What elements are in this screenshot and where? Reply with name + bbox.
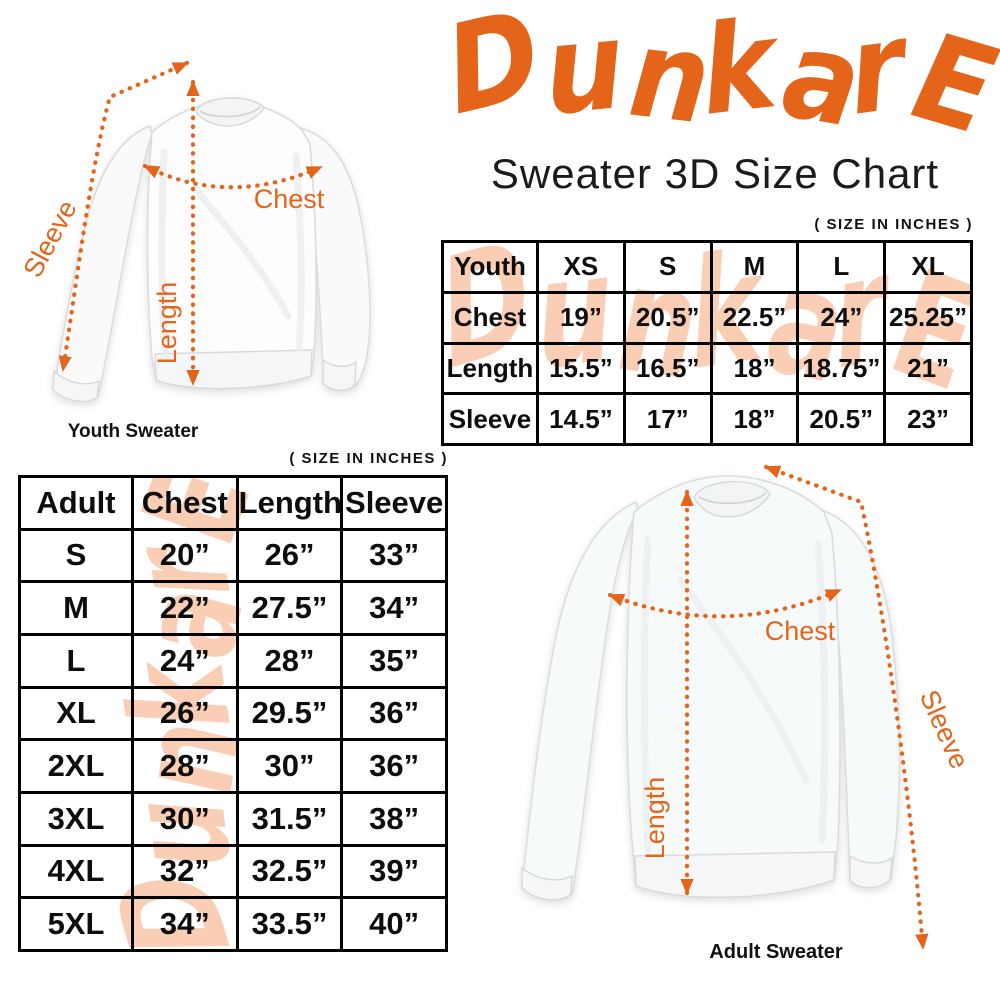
value-cell: 33.5” bbox=[235, 896, 344, 952]
row-label-cell: 4XL bbox=[18, 843, 134, 900]
value-cell: 22” bbox=[131, 580, 239, 636]
adult-size-table-container: DunkarE Adult Chest Length Sleeve S 20” 26” 33”… bbox=[18, 475, 448, 952]
value-cell: 16.5” bbox=[622, 341, 713, 396]
value-cell: 30” bbox=[235, 738, 344, 794]
value-cell: 26” bbox=[131, 685, 239, 742]
value-cell: 20” bbox=[131, 527, 239, 584]
value-cell: 14.5” bbox=[536, 392, 626, 446]
adult-sleeve-arrow bbox=[763, 464, 929, 951]
youth-length-label: Length bbox=[152, 282, 182, 365]
value-cell: 19” bbox=[536, 290, 626, 345]
value-cell: 39” bbox=[340, 843, 448, 900]
table-row: 4XL 32” 32.5” 39” bbox=[18, 843, 448, 900]
header-cell: Youth bbox=[441, 240, 539, 294]
header-cell: Length bbox=[235, 475, 344, 531]
value-cell: 18” bbox=[709, 341, 800, 396]
table-row: XL 26” 29.5” 36” bbox=[18, 685, 448, 742]
dunkare-logo-text: DunkarE bbox=[440, 2, 1000, 152]
table-header-row: Adult Chest Length Sleeve bbox=[18, 475, 448, 531]
value-cell: 24” bbox=[796, 290, 887, 345]
youth-sleeve-arrow bbox=[58, 60, 190, 373]
row-label-cell: XL bbox=[18, 685, 134, 742]
value-cell: 40” bbox=[340, 896, 448, 952]
value-cell: 15.5” bbox=[536, 341, 626, 396]
table-row: Sleeve 14.5” 17” 18” 20.5” 23” bbox=[441, 392, 973, 446]
value-cell: 36” bbox=[340, 738, 448, 794]
row-label-cell: S bbox=[18, 527, 134, 584]
table-row: Chest 19” 20.5” 22.5” 24” 25.25” bbox=[441, 290, 973, 345]
adult-chest-label: Chest bbox=[765, 616, 836, 646]
table-row: 5XL 34” 33.5” 40” bbox=[18, 896, 448, 952]
value-cell: 20.5” bbox=[796, 392, 887, 446]
value-cell: 38” bbox=[340, 790, 448, 847]
table-row: M 22” 27.5” 34” bbox=[18, 580, 448, 636]
value-cell: 28” bbox=[235, 632, 344, 689]
value-cell: 24” bbox=[131, 632, 239, 689]
value-cell: 25.25” bbox=[883, 290, 973, 345]
value-cell: 22.5” bbox=[709, 290, 800, 345]
adult-sleeve-label: Sleeve bbox=[914, 686, 975, 774]
value-cell: 35” bbox=[340, 632, 448, 689]
value-cell: 28” bbox=[131, 738, 239, 794]
value-cell: 31.5” bbox=[235, 790, 344, 847]
header-cell: M bbox=[709, 240, 800, 294]
row-label-cell: Sleeve bbox=[441, 392, 539, 446]
adult-sweater-illustration: Sleeve Length Chest bbox=[521, 464, 975, 951]
row-label-cell: Chest bbox=[441, 290, 539, 345]
value-cell: 29.5” bbox=[235, 685, 344, 742]
youth-sweater-illustration: Sleeve Length Chest bbox=[17, 60, 371, 403]
row-label-cell: 2XL bbox=[18, 738, 134, 794]
value-cell: 17” bbox=[622, 392, 713, 446]
row-label-cell: 3XL bbox=[18, 790, 134, 847]
dunkare-logo: DunkarE bbox=[440, 2, 1000, 152]
value-cell: 32.5” bbox=[235, 843, 344, 900]
table-row: L 24” 28” 35” bbox=[18, 632, 448, 689]
header-cell: S bbox=[622, 240, 713, 294]
header-cell: XS bbox=[536, 240, 626, 294]
adult-size-unit-note: ( SIZE IN INCHES ) bbox=[289, 450, 448, 467]
value-cell: 26” bbox=[235, 527, 344, 584]
table-row: Length 15.5” 16.5” 18” 18.75” 21” bbox=[441, 341, 973, 396]
header-cell: Chest bbox=[131, 475, 239, 531]
value-cell: 32” bbox=[131, 843, 239, 900]
table-row: S 20” 26” 33” bbox=[18, 527, 448, 584]
adult-figure-caption: Adult Sweater bbox=[709, 941, 843, 963]
youth-size-unit-note: ( SIZE IN INCHES ) bbox=[814, 216, 973, 233]
row-label-cell: M bbox=[18, 580, 134, 636]
row-label-cell: 5XL bbox=[18, 896, 134, 952]
youth-figure-caption: Youth Sweater bbox=[67, 421, 199, 442]
value-cell: 34” bbox=[131, 896, 239, 952]
value-cell: 23” bbox=[883, 392, 973, 446]
page-title: Sweater 3D Size Chart bbox=[490, 150, 940, 197]
adult-sweater-shape bbox=[521, 475, 901, 901]
value-cell: 18.75” bbox=[796, 341, 887, 396]
youth-size-table-container: DunkarE YouthXSSMLXLChest19”20.5”22.5”24… bbox=[441, 240, 973, 446]
adult-size-table: Adult Chest Length Sleeve S 20” 26” 33” M 22” 27.5… bbox=[18, 475, 448, 952]
table-row: 2XL 28” 30” 36” bbox=[18, 738, 448, 794]
value-cell: 30” bbox=[131, 790, 239, 847]
value-cell: 34” bbox=[340, 580, 448, 636]
value-cell: 21” bbox=[883, 341, 973, 396]
table-header-row: Youth XS S M L XL bbox=[441, 240, 973, 294]
value-cell: 18” bbox=[709, 392, 800, 446]
value-cell: 33” bbox=[340, 527, 448, 584]
youth-size-table: Youth XS S M L XL Chest 19” 20.5” 22.5” 24” 25.25” L… bbox=[441, 240, 973, 446]
value-cell: 36” bbox=[340, 685, 448, 742]
header-cell: L bbox=[796, 240, 887, 294]
table-row: 3XL 30” 31.5” 38” bbox=[18, 790, 448, 847]
youth-sweater-shape bbox=[52, 97, 371, 403]
youth-chest-label: Chest bbox=[254, 184, 325, 214]
row-label-cell: L bbox=[18, 632, 134, 689]
adult-length-label: Length bbox=[640, 777, 670, 860]
value-cell: 20.5” bbox=[622, 290, 713, 345]
youth-chest-arrow bbox=[142, 163, 324, 190]
youth-sleeve-label: Sleeve bbox=[17, 195, 82, 282]
header-cell: XL bbox=[883, 240, 973, 294]
adult-chest-arrow bbox=[607, 587, 843, 619]
header-cell: Adult bbox=[18, 475, 134, 531]
row-label-cell: Length bbox=[441, 341, 539, 396]
value-cell: 27.5” bbox=[235, 580, 344, 636]
header-cell: Sleeve bbox=[340, 475, 448, 531]
